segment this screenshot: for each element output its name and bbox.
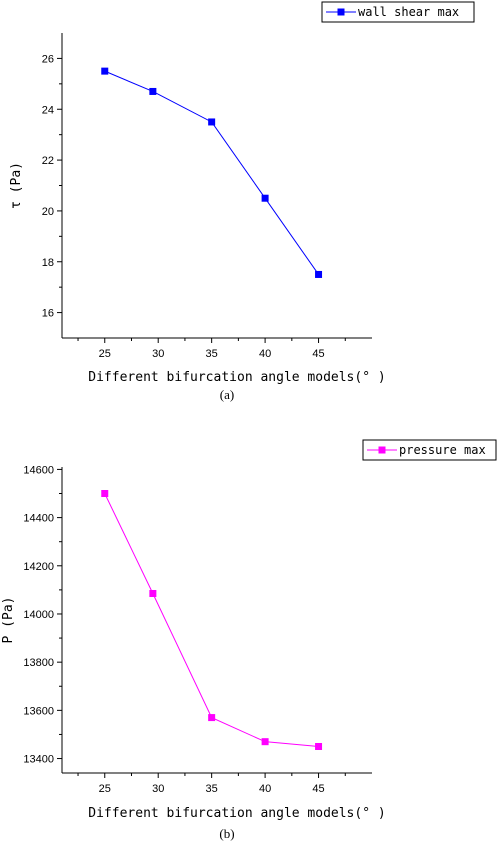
series-line: [104, 70, 319, 275]
y-tick-label: 18: [42, 257, 54, 269]
y-tick-label: 24: [42, 104, 54, 116]
x-axis-title: Different bifurcation angle models(° ): [88, 806, 385, 821]
data-point: [315, 742, 323, 750]
data-point: [101, 490, 109, 498]
y-tick-label: 14600: [23, 464, 54, 476]
x-axis-title: Different bifurcation angle models(° ): [88, 370, 385, 385]
chart-1: 13400 13600 13800 14000 14200 14400 14600 25 30 3…: [1, 439, 497, 841]
data-point: [208, 118, 216, 126]
data-point: [149, 589, 157, 597]
y-tick-label: 22: [42, 155, 54, 167]
data-point: [149, 87, 157, 95]
y-axis-title: τ (Pa): [9, 162, 24, 209]
data-point: [315, 270, 323, 278]
x-tick-label: 40: [259, 783, 271, 795]
y-tick-label: 16: [42, 308, 54, 320]
figure-caption: (b): [219, 826, 234, 841]
legend-box: [362, 439, 497, 461]
y-tick-label: 13800: [23, 657, 54, 669]
data-point: [261, 194, 269, 202]
x-tick-label: 40: [259, 348, 271, 360]
x-tick-label: 30: [152, 783, 164, 795]
legend-box: [321, 1, 475, 23]
y-tick-label: 20: [42, 206, 54, 218]
y-tick-label: 14000: [23, 609, 54, 621]
legend-marker: [378, 446, 386, 454]
legend-label: pressure max: [399, 443, 486, 457]
y-tick-label: 26: [42, 53, 54, 65]
y-tick-label: 14200: [23, 561, 54, 573]
x-tick-label: 30: [152, 348, 164, 360]
y-tick-label: 14400: [23, 513, 54, 525]
figure-caption: (a): [220, 387, 234, 402]
series-line: [104, 493, 319, 747]
x-tick-label: 45: [312, 783, 324, 795]
chart-0: 16 18 20 22 24 26 25 30 35 40 45 τ (Pa) Different bi…: [9, 1, 475, 402]
x-tick-label: 35: [206, 783, 218, 795]
y-tick-label: 13600: [23, 705, 54, 717]
data-point: [208, 714, 216, 722]
x-tick-label: 25: [99, 348, 111, 360]
data-point: [101, 67, 109, 75]
x-tick-label: 45: [312, 348, 324, 360]
x-tick-label: 25: [99, 783, 111, 795]
y-axis-title: P (Pa): [1, 597, 16, 644]
legend-label: wall shear max: [358, 5, 459, 19]
x-tick-label: 35: [206, 348, 218, 360]
legend-marker: [337, 8, 345, 16]
y-tick-label: 13400: [23, 754, 54, 766]
data-point: [261, 738, 269, 746]
